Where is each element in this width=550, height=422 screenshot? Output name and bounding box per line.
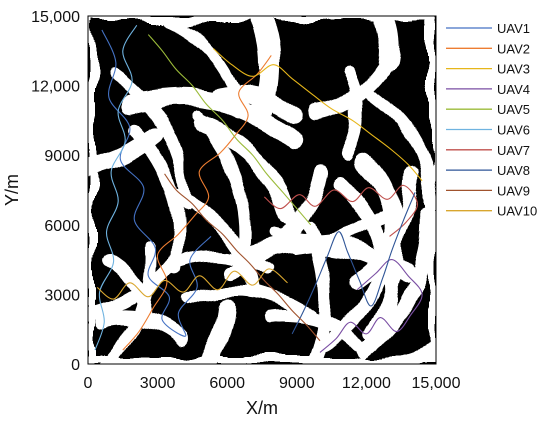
series-line-uav6 (94, 24, 138, 351)
legend-label-uav2: UAV2 (497, 41, 530, 56)
free-space (88, 16, 436, 364)
y-tick-label: 0 (71, 357, 80, 374)
series-layer (94, 24, 423, 353)
legend-label-uav9: UAV9 (497, 183, 530, 198)
x-tick-label: 15,000 (412, 375, 461, 392)
axes: 00 3000 3000 6000 6000 9000 9000 12,000 12,000 15… (2, 9, 461, 418)
x-tick-label: 6000 (209, 375, 245, 392)
plot-area (88, 16, 436, 364)
x-tick-label: 3000 (140, 375, 176, 392)
series-line-uav10 (96, 268, 288, 300)
legend-label-uav10: UAV10 (497, 204, 537, 219)
y-tick-label: 12,000 (31, 79, 80, 96)
series-line-uav4 (319, 259, 423, 353)
x-axis-title: X/m (246, 398, 278, 418)
y-tick-label: 15,000 (31, 9, 80, 26)
x-tick-label: 12,000 (342, 375, 391, 392)
legend-label-uav6: UAV6 (497, 123, 530, 138)
legend-label-uav7: UAV7 (497, 143, 530, 158)
series-line-uav5 (147, 34, 312, 226)
series-line-uav3 (212, 48, 423, 182)
legend: UAV1 UAV2 UAV3 UAV4 UAV5 UAV6 UAV7 UAV8 UAV9 UAV1… (446, 21, 537, 219)
series-line-uav1 (101, 29, 212, 337)
y-tick-label: 6000 (44, 218, 80, 235)
y-tick-label: 3000 (44, 287, 80, 304)
series-line-uav8 (291, 192, 416, 335)
legend-label-uav4: UAV4 (497, 82, 530, 97)
legend-label-uav8: UAV8 (497, 163, 530, 178)
series-line-uav9 (164, 173, 321, 342)
y-tick-label: 9000 (44, 148, 80, 165)
x-tick-label: 9000 (279, 375, 315, 392)
legend-label-uav3: UAV3 (497, 62, 530, 77)
y-axis-title: Y/m (2, 174, 22, 206)
series-line-uav7 (263, 184, 418, 237)
x-tick-label: 0 (84, 375, 93, 392)
legend-label-uav1: UAV1 (497, 21, 530, 36)
plot-frame (87, 15, 437, 365)
legend-label-uav5: UAV5 (497, 102, 530, 117)
series-line-uav2 (122, 55, 272, 351)
